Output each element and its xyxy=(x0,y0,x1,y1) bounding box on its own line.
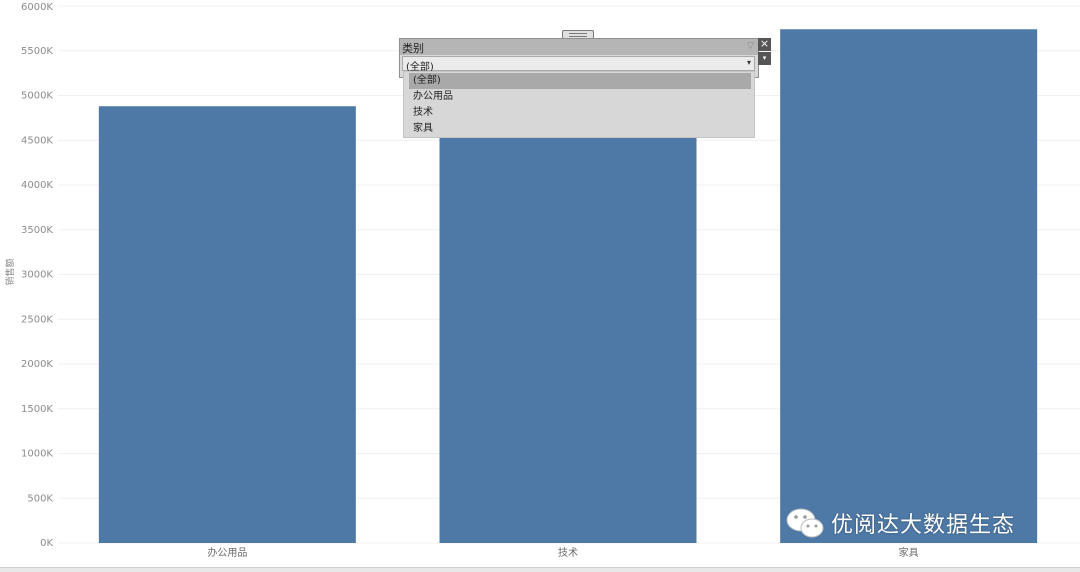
close-icon[interactable]: × xyxy=(758,37,771,51)
y-tick-label: 4500K xyxy=(21,135,53,146)
chevron-down-icon[interactable]: ▾ xyxy=(746,58,751,67)
dropdown-option-tech[interactable]: 技术 xyxy=(413,107,433,118)
y-tick-label: 500K xyxy=(27,493,53,504)
category-dropdown-list: (全部) 办公用品 技术 家具 xyxy=(403,71,755,138)
x-category-label: 家具 xyxy=(899,546,919,559)
x-category-label: 技术 xyxy=(558,546,578,559)
filter-header[interactable]: 类别 ▽ xyxy=(400,39,758,55)
bars xyxy=(98,29,1038,544)
menu-dropdown-icon[interactable]: ▾ xyxy=(758,52,771,65)
bar[interactable] xyxy=(98,106,356,544)
dropdown-option-all[interactable]: (全部) xyxy=(409,73,751,89)
x-axis-labels: 办公用品 技术 家具 xyxy=(207,546,918,559)
category-select[interactable]: (全部) ▾ xyxy=(402,56,755,73)
watermark: 优阅达大数据生态 xyxy=(785,503,1045,543)
y-axis-ticks: 0K 500K 1000K 1500K 2000K 2500K 3000K 3500K 4000… xyxy=(21,2,53,549)
bar[interactable] xyxy=(439,107,697,543)
y-tick-label: 3000K xyxy=(21,270,53,281)
y-axis-title: 销售额 xyxy=(4,258,16,285)
y-tick-label: 2500K xyxy=(21,314,53,325)
y-tick-label: 6000K xyxy=(21,2,53,13)
filter-title: 类别 xyxy=(402,42,424,55)
y-tick-label: 1000K xyxy=(21,449,53,460)
bar[interactable] xyxy=(780,29,1038,543)
y-tick-label: 2000K xyxy=(21,359,53,370)
select-current-value: (全部) xyxy=(406,62,434,73)
filter-drag-handle[interactable] xyxy=(562,30,594,39)
dropdown-option-office[interactable]: 办公用品 xyxy=(413,91,453,102)
watermark-text: 优阅达大数据生态 xyxy=(831,513,1016,538)
y-tick-label: 3500K xyxy=(21,225,53,236)
dropdown-option-furniture[interactable]: 家具 xyxy=(413,123,433,134)
bottom-tab-strip xyxy=(0,567,1080,572)
wechat-icon xyxy=(785,505,827,541)
y-tick-label: 4000K xyxy=(21,180,53,191)
funnel-icon[interactable]: ▽ xyxy=(747,41,754,51)
y-tick-label: 0K xyxy=(40,538,53,549)
y-tick-label: 5500K xyxy=(21,46,53,57)
x-category-label: 办公用品 xyxy=(207,546,247,559)
y-tick-label: 5000K xyxy=(21,91,53,102)
y-tick-label: 1500K xyxy=(21,404,53,415)
